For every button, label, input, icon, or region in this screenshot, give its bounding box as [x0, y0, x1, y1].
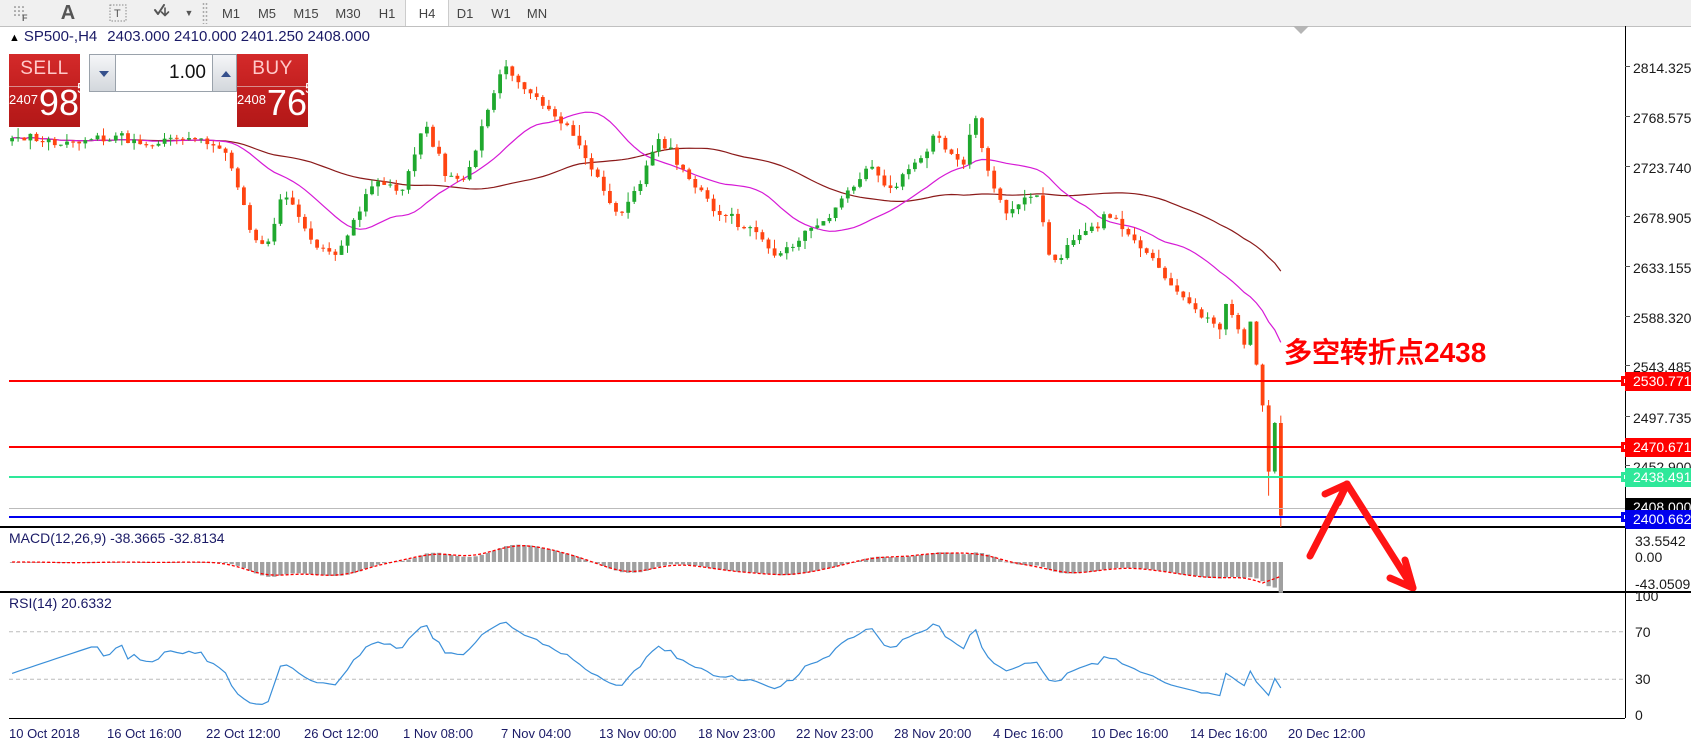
svg-text:T: T [114, 8, 121, 20]
